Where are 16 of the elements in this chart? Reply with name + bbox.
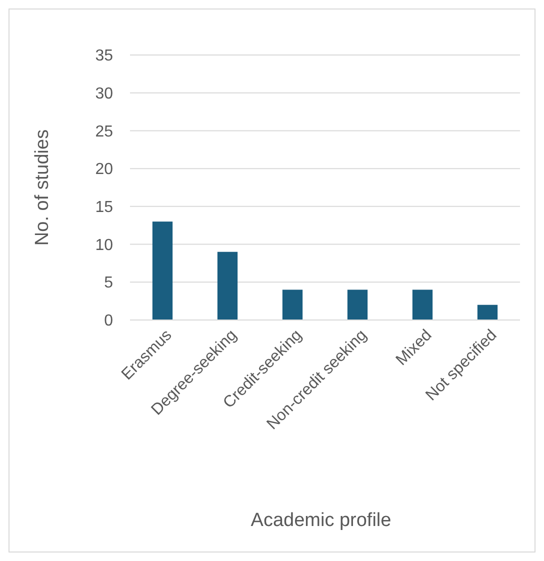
y-tick-label: 15 [95, 199, 114, 216]
bar [217, 252, 238, 320]
y-tick-label: 10 [95, 236, 114, 254]
bar [347, 290, 368, 320]
bar [152, 222, 173, 320]
y-tick-label: 20 [95, 161, 114, 178]
y-tick-label: 30 [95, 85, 114, 102]
y-tick-label: 5 [104, 274, 114, 292]
x-axis-title: Academic profile [250, 510, 392, 531]
y-tick-label: 25 [95, 123, 114, 140]
y-tick-label: 35 [95, 48, 114, 65]
bar [412, 290, 433, 320]
bar [282, 290, 303, 320]
y-axis-title: No. of studies [32, 129, 53, 246]
y-tick-label: 0 [104, 312, 114, 330]
bar [477, 304, 498, 320]
